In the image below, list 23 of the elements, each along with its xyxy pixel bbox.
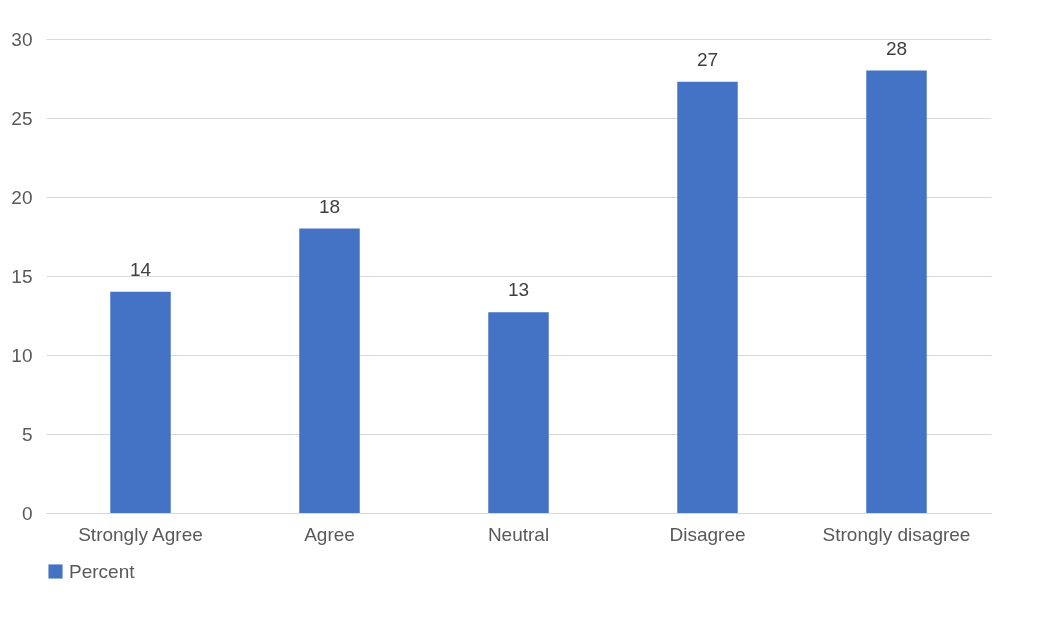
y-tick-label: 5 xyxy=(21,423,33,445)
x-tick-label: Neutral xyxy=(487,523,550,545)
y-tick-label: 25 xyxy=(11,107,33,129)
legend-label: Percent xyxy=(69,560,136,582)
y-tick-label: 10 xyxy=(11,344,33,366)
bar xyxy=(866,70,927,513)
data-label: 28 xyxy=(885,37,908,59)
data-label: 14 xyxy=(129,258,152,280)
y-tick-label: 20 xyxy=(11,186,33,208)
y-tick-label: 15 xyxy=(11,265,33,287)
x-tick-label: Strongly disagree xyxy=(822,523,971,545)
data-label: 18 xyxy=(318,195,341,217)
bar xyxy=(299,228,360,513)
bar xyxy=(677,81,738,513)
y-tick-label: 0 xyxy=(21,502,33,524)
x-tick-label: Strongly Agree xyxy=(78,523,203,545)
data-label: 27 xyxy=(696,48,719,70)
bar xyxy=(110,291,171,513)
x-tick-label: Disagree xyxy=(669,523,746,545)
y-tick-label: 30 xyxy=(11,28,33,50)
x-tick-label: Agree xyxy=(304,523,355,545)
data-label: 13 xyxy=(507,279,530,301)
bar xyxy=(488,312,549,513)
